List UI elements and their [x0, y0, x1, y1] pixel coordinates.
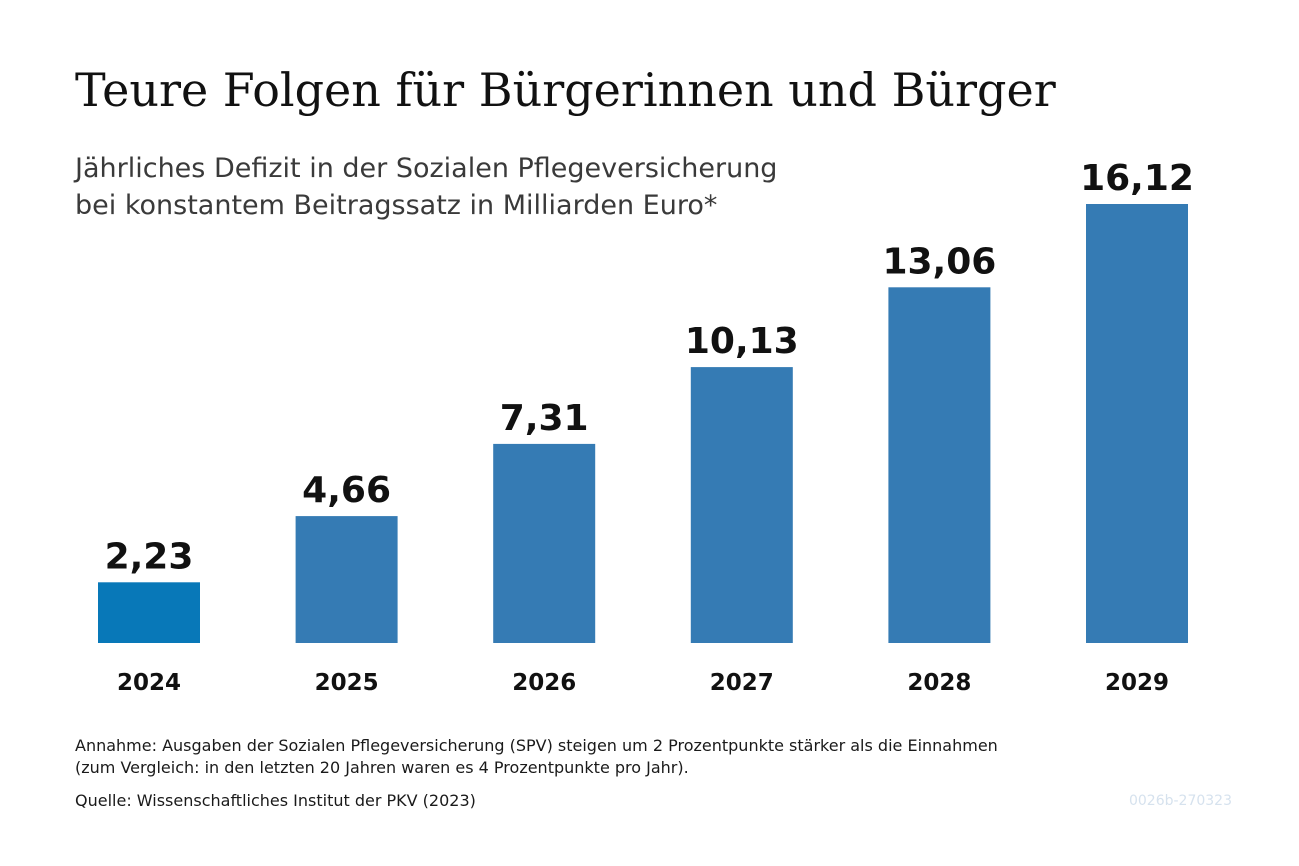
value-label-2024: 2,23 [105, 536, 194, 577]
x-tick-label-2026: 2026 [512, 670, 576, 696]
bar-2027 [690, 367, 793, 643]
x-tick-label-2025: 2025 [315, 670, 379, 696]
bar-2026 [493, 443, 596, 643]
footnote-line-2: (zum Vergleich: in den letzten 20 Jahren… [75, 758, 689, 777]
chart-subtitle: Jährliches Defizit in der Sozialen Pfleg… [75, 150, 777, 224]
value-label-2027: 10,13 [685, 321, 799, 362]
x-tick-label-2029: 2029 [1105, 670, 1169, 696]
chart-subtitle-line-2: bei konstantem Beitragssatz in Milliarde… [75, 190, 718, 221]
value-label-2025: 4,66 [302, 470, 391, 511]
footnote-line-1: Annahme: Ausgaben der Sozialen Pflegever… [75, 736, 998, 755]
graphic-code: 0026b-270323 [1128, 793, 1232, 809]
bar-2024 [98, 582, 200, 643]
x-tick-label-2027: 2027 [710, 670, 774, 696]
value-label-2026: 7,31 [500, 398, 589, 439]
value-label-2029: 16,12 [1080, 158, 1194, 199]
value-label-2028: 13,06 [882, 241, 996, 282]
bar-2025 [295, 516, 398, 643]
bar-2028 [888, 287, 991, 643]
x-tick-label-2024: 2024 [117, 670, 181, 696]
chart-title: Teure Folgen für Bürgerinnen und Bürger [75, 63, 1056, 117]
x-tick-label-2028: 2028 [907, 670, 971, 696]
footnote: Annahme: Ausgaben der Sozialen Pflegever… [75, 735, 998, 779]
chart-subtitle-line-1: Jährliches Defizit in der Sozialen Pfleg… [75, 153, 778, 184]
bar-2029 [1086, 204, 1188, 643]
source-note: Quelle: Wissenschaftliches Institut der … [75, 791, 476, 810]
